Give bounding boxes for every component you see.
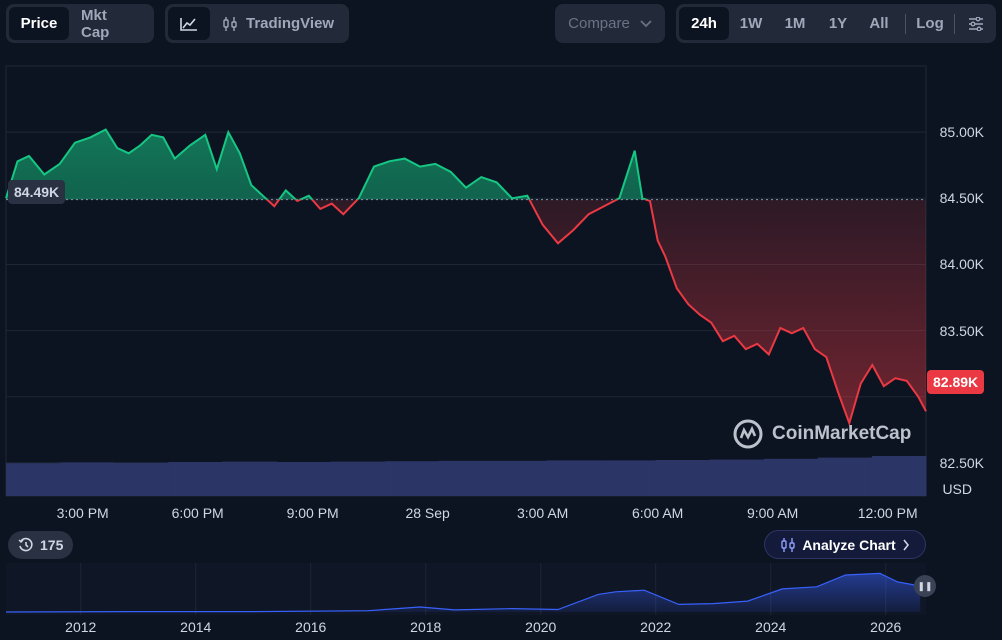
line-chart-button[interactable] (168, 7, 210, 40)
x-tick-label: 6:00 PM (171, 505, 224, 521)
x-tick-label: 6:00 AM (631, 505, 684, 521)
y-tick-label: 84.50K (939, 190, 984, 207)
volume-bar (655, 460, 711, 496)
range-1m[interactable]: 1M (784, 15, 806, 32)
chevron-right-icon (903, 539, 909, 550)
navigator-year-label: 2016 (295, 619, 327, 635)
volume-bar (222, 461, 278, 496)
navigator-line (5, 572, 921, 613)
reference-price-tag: 84.49K (8, 180, 66, 204)
coinmarketcap-logo-icon (733, 419, 763, 449)
volume-bar (601, 460, 656, 496)
volume-bar (60, 462, 115, 496)
y-tick-label: 84.00K (939, 256, 984, 273)
volume-bar (871, 456, 927, 496)
volume-bars (6, 456, 927, 496)
counter-value: 175 (40, 537, 64, 553)
price-line-down (265, 199, 927, 427)
up-area-fill (6, 129, 647, 200)
tradingview-button[interactable]: TradingView (210, 7, 346, 40)
watermark: CoinMarketCap (732, 418, 911, 450)
range-tab-group: 24h 1W 1M 1Y All Log (676, 4, 996, 43)
x-tick-label: 3:00 AM (516, 505, 569, 521)
x-tick-label: 9:00 AM (746, 505, 799, 521)
sliders-icon (969, 16, 983, 31)
range-all[interactable]: All (869, 15, 889, 32)
tab-price[interactable]: Price (9, 7, 69, 40)
line-chart-icon (180, 17, 197, 31)
y-tick-label: 85.00K (939, 124, 984, 141)
volume-bar (168, 462, 223, 496)
x-tick-label: 9:00 PM (286, 505, 339, 521)
range-24h[interactable]: 24h (679, 7, 729, 40)
history-icon (18, 537, 33, 552)
volume-bar (6, 463, 61, 496)
tab-mkt-cap[interactable]: Mkt Cap (81, 6, 110, 41)
tradingview-label: TradingView (246, 15, 335, 32)
candlestick-icon (223, 16, 237, 31)
compare-label: Compare (568, 15, 630, 32)
volume-bar (114, 462, 169, 496)
navigator-area (6, 573, 921, 612)
settings-divider (954, 13, 955, 34)
x-tick-label: 12:00 PM (857, 505, 918, 521)
navigator-year-label: 2026 (870, 619, 902, 635)
chart-overlay: 85.00K 84.50K 84.00K 83.50K 82.50K USD 3:00 … (8, 124, 985, 521)
analyze-chart-label: Analyze Chart (802, 536, 896, 553)
price-line-up (5, 128, 650, 200)
range-1w[interactable]: 1W (739, 15, 763, 32)
navigator-year-label: 2024 (755, 619, 787, 635)
navigator-year-label: 2022 (640, 619, 672, 635)
chevron-down-icon (640, 19, 652, 27)
watermark-text: CoinMarketCap (772, 423, 912, 444)
history-counter[interactable]: 175 (8, 531, 74, 559)
y-tick-label: 82.50K (939, 454, 984, 471)
x-tick-label: 28 Sep (405, 505, 450, 521)
volume-bar (438, 460, 494, 496)
chart-settings-button[interactable] (961, 7, 991, 40)
metric-tab-group: Price Mkt Cap (6, 4, 154, 43)
down-area-fill (6, 199, 926, 424)
x-tick-label: 3:00 PM (56, 505, 109, 521)
currency-label: USD (942, 481, 972, 497)
volume-bar (384, 461, 440, 496)
navigator-year-label: 2012 (65, 619, 97, 635)
range-1y[interactable]: 1Y (828, 15, 848, 32)
time-navigator[interactable]: 2012 2014 2016 2018 2020 2022 2024 2026 (0, 560, 1002, 640)
volume-bar (276, 462, 332, 496)
navigator-chart (5, 563, 926, 615)
navigator-pause-button[interactable]: ❚❚ (914, 575, 936, 597)
volume-bar (547, 460, 602, 496)
range-divider (905, 13, 906, 34)
volume-bar (763, 458, 819, 496)
volume-bar (817, 457, 873, 496)
navigator-year-label: 2014 (180, 619, 212, 635)
log-toggle[interactable]: Log (916, 15, 944, 32)
compare-dropdown[interactable]: Compare (555, 4, 665, 43)
volume-bar (493, 460, 548, 496)
volume-bar (330, 461, 386, 496)
navigator-year-label: 2018 (410, 619, 442, 635)
price-chart[interactable] (0, 0, 1002, 540)
y-tick-label: 83.50K (939, 322, 984, 339)
navigator-year-label: 2020 (525, 619, 557, 635)
volume-bar (709, 459, 765, 496)
chart-mode-group: TradingView (165, 4, 350, 43)
candlestick-icon (781, 537, 796, 552)
chart-toolbar: Price Mkt Cap TradingView Compare 24h 1W… (0, 0, 1002, 48)
last-price-tag: 82.89K (927, 370, 985, 394)
analyze-chart-button[interactable]: Analyze Chart (764, 530, 926, 559)
